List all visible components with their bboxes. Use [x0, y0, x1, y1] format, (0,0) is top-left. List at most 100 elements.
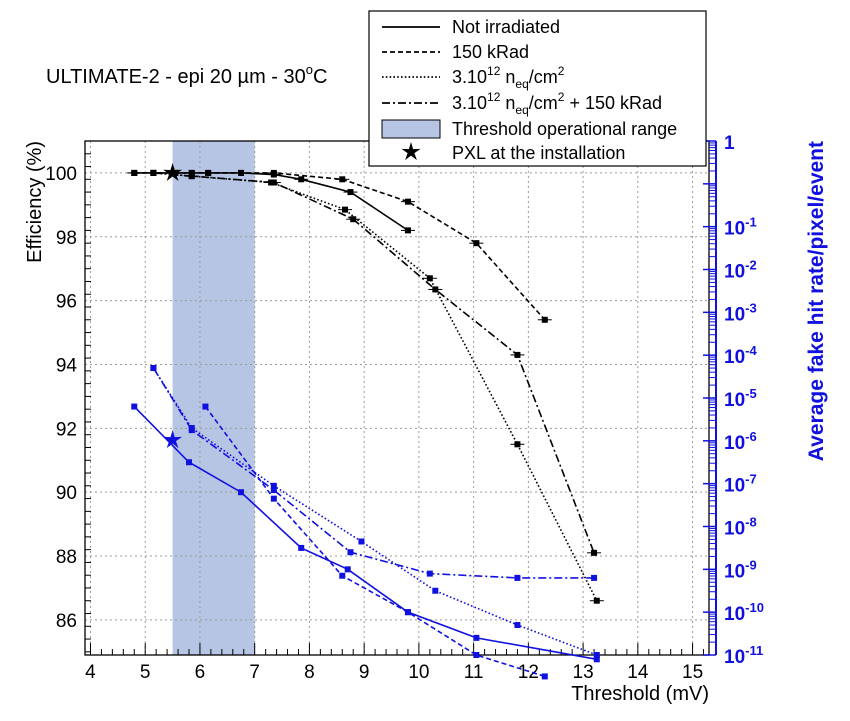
legend-label-sub: eq — [515, 103, 528, 117]
efficiency-point — [591, 549, 598, 556]
efficiency-point — [473, 240, 480, 247]
efficiency-point — [432, 286, 439, 293]
y-tick-label: 92 — [56, 419, 77, 440]
chart-title-main: ULTIMATE-2 - epi 20 — [46, 66, 238, 88]
y2-tick-mantissa: 1 — [724, 133, 735, 154]
y-tick-label: 90 — [56, 483, 77, 504]
legend-label-n: n — [500, 67, 515, 87]
fake-rate-point — [473, 634, 480, 641]
y-tick-label: 96 — [56, 292, 77, 313]
legend-label-sub: eq — [515, 77, 528, 91]
y2-tick-label: 1 — [724, 133, 735, 154]
x-tick-label: 5 — [140, 662, 151, 683]
y2-tick-label: 10-4 — [724, 343, 757, 368]
y2-tick-mantissa: 10 — [724, 647, 745, 668]
x-tick-label: 10 — [408, 662, 429, 683]
fake-rate-point — [238, 489, 244, 496]
y2-tick-exponent: -11 — [745, 643, 763, 658]
legend-label: 3.1012 neq/cm2 + 150 kRad — [452, 90, 662, 117]
y2-tick-exponent: -4 — [745, 343, 757, 358]
y2-tick-mantissa: 10 — [724, 219, 745, 240]
y2-tick-exponent: -7 — [745, 472, 757, 487]
y-tick-label: 86 — [56, 611, 77, 632]
y2-tick-exponent: -8 — [745, 515, 757, 530]
legend-label: Threshold operational range — [452, 119, 677, 139]
y2-tick-exponent: -6 — [745, 429, 757, 444]
fake-rate-point — [270, 482, 277, 489]
y2-tick-exponent: -5 — [745, 386, 757, 401]
chart-title-tail: C — [313, 66, 327, 88]
efficiency-point — [188, 169, 195, 176]
efficiency-point — [188, 173, 195, 180]
efficiency-point — [426, 275, 433, 282]
y2-tick-label: 10-6 — [724, 429, 757, 454]
fake-rate-point — [432, 587, 439, 594]
efficiency-point — [347, 189, 354, 196]
efficiency-point — [150, 169, 157, 176]
chart-title-unit: µm - 30 — [238, 66, 306, 88]
efficiency-point — [350, 216, 357, 223]
x-tick-label: 15 — [682, 662, 703, 683]
x-tick-label: 8 — [304, 662, 315, 683]
efficiency-point — [342, 206, 348, 213]
y2-tick-label: 10-10 — [724, 600, 764, 625]
legend-label-sup: 12 — [487, 90, 501, 104]
legend-label-sup: 12 — [487, 64, 501, 78]
y-tick-label: 100 — [45, 164, 77, 185]
chart-title-degree: o — [306, 62, 313, 77]
fake-rate-point — [473, 652, 480, 658]
x-tick-label: 6 — [195, 662, 206, 683]
y2-axis-title: Average fake hit rate/pixel/event — [805, 141, 828, 461]
y2-tick-label: 10-8 — [724, 515, 757, 540]
pxl-star-fake-rate — [163, 430, 183, 449]
fake-rate-point — [358, 538, 365, 545]
y2-tick-label: 10-3 — [724, 300, 757, 325]
efficiency-point — [404, 227, 411, 234]
x-tick-label: 4 — [85, 662, 96, 683]
efficiency-point — [514, 441, 521, 448]
fake-rate-point — [270, 495, 277, 502]
fake-rate-point — [404, 609, 411, 616]
fake-rate-point — [339, 572, 346, 579]
fake-rate-line-0 — [133, 406, 597, 661]
legend-label-unit: /cm — [529, 93, 558, 113]
y-axis-title: Efficiency (%) — [24, 141, 46, 263]
grid-layer — [85, 141, 709, 655]
efficiency-point — [593, 597, 600, 604]
x-tick-label: 11 — [464, 662, 484, 683]
y2-tick-exponent: -1 — [745, 215, 757, 230]
efficiency-point — [541, 316, 548, 323]
y2-tick-mantissa: 10 — [724, 347, 745, 368]
x-tick-label: 13 — [573, 662, 594, 683]
y2-tick-label: 10-1 — [724, 215, 757, 240]
legend-label-n: n — [500, 93, 515, 113]
fake-rate-point — [344, 566, 351, 573]
chart-title: ULTIMATE-2 - epi 20 µm - 30oC — [46, 62, 327, 88]
legend-label: PXL at the installation — [452, 143, 625, 163]
pxl-star-efficiency — [163, 162, 183, 181]
x-tick-label: 9 — [359, 662, 370, 683]
efficiency-point — [238, 169, 244, 176]
fake-rate-point — [188, 427, 195, 434]
x-tick-label: 12 — [518, 662, 539, 683]
efficiency-point — [339, 176, 346, 183]
fake-rate-point — [514, 574, 521, 581]
y2-tick-mantissa: 10 — [724, 304, 745, 325]
y2-tick-exponent: -10 — [745, 600, 764, 615]
y-tick-label: 98 — [56, 228, 77, 249]
fake-rate-point — [186, 459, 192, 466]
legend-label-main: 3.10 — [452, 93, 487, 113]
axes-layer: 4 5 6 7 8 9 10 11 12 13 14 1586889092949698100110-1… — [24, 133, 828, 705]
legend-label: 3.1012 neq/cm2 — [452, 64, 565, 91]
x-axis-title: Threshold (mV) — [571, 683, 709, 705]
efficiency-point — [404, 198, 411, 205]
legend-label-sup2: 2 — [558, 64, 565, 78]
legend-label-main: 3.10 — [452, 67, 487, 87]
x-tick-label: 7 — [249, 662, 260, 683]
y2-tick-exponent: -9 — [745, 557, 757, 572]
legend-swatch-band — [381, 119, 441, 139]
fake-rate-point — [426, 570, 433, 577]
y-tick-label: 88 — [56, 547, 77, 568]
